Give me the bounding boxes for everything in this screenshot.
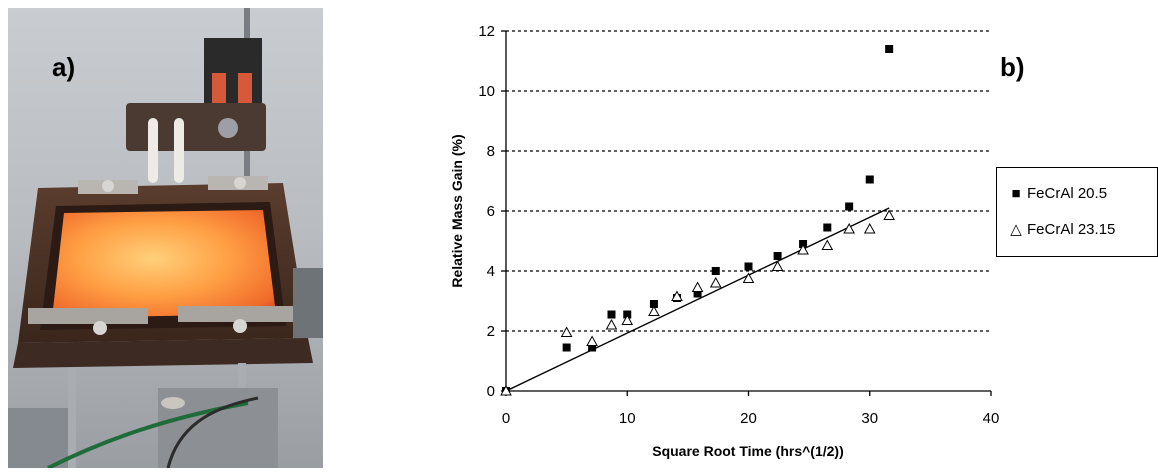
point-series-2-12: [821, 239, 834, 250]
point-series-2-2: [586, 335, 598, 346]
point-series-1-14: [865, 175, 874, 184]
point-series-2-15: [883, 209, 895, 220]
point-series-2-0: [500, 384, 512, 396]
x-tick-label-10: 10: [619, 410, 636, 427]
chart-legend: ■ FeCrAl 20.5 △ FeCrAl 23.15: [996, 167, 1158, 257]
trendline: [505, 207, 890, 392]
y-tick-label-4: 4: [487, 263, 495, 280]
point-series-2-8: [709, 276, 722, 288]
point-series-2-14: [863, 222, 876, 234]
point-series-1-8: [711, 267, 720, 275]
point-series-2-4: [621, 314, 634, 325]
point-series-1-3: [607, 310, 616, 319]
point-series-2-9: [742, 272, 755, 283]
y-axis-title: Relative Mass Gain (%): [449, 134, 465, 287]
x-tick-label-30: 30: [861, 410, 878, 427]
legend-label-series-1: FeCrAl 20.5: [1027, 185, 1108, 202]
point-series-1-7: [693, 289, 702, 298]
legend-item-series-1: ■ FeCrAl 20.5: [1009, 185, 1107, 202]
point-series-2-1: [560, 326, 573, 337]
point-series-2-6: [671, 290, 683, 301]
gridlines: [506, 30, 991, 332]
point-series-1-15: [885, 45, 894, 53]
sample-photo: [8, 8, 323, 468]
y-tick-label-0: 0: [487, 383, 495, 400]
filled-square-marker-icon: ■: [1011, 185, 1021, 202]
point-series-2-10: [771, 260, 784, 271]
y-tick-label-2: 2: [487, 323, 495, 340]
point-series-1-2: [588, 343, 597, 352]
point-series-1-12: [823, 223, 832, 232]
point-series-1-10: [773, 252, 782, 260]
point-series-1-1: [562, 343, 571, 352]
x-axis-title: Square Root Time (hrs^(1/2)): [652, 443, 844, 459]
y-tick-label-12: 12: [478, 23, 495, 40]
legend-label-series-2: FeCrAl 23.15: [1027, 221, 1116, 238]
point-series-1-13: [845, 202, 854, 211]
legend-item-series-2: △ FeCrAl 23.15: [1009, 220, 1115, 238]
x-tick-label-20: 20: [740, 410, 757, 427]
point-series-2-7: [691, 281, 704, 292]
y-tick-label-8: 8: [487, 143, 495, 160]
panel-a-label: a): [52, 52, 76, 82]
y-tick-label-10: 10: [478, 83, 495, 100]
point-series-1-5: [649, 300, 658, 308]
data-points: [500, 45, 895, 396]
panel-b-label: b): [1000, 52, 1025, 82]
axes: [501, 30, 992, 396]
tick-labels: 0 2 4 6 8 10 12 0 10 20 30 40: [478, 23, 999, 427]
trendline-layer: [505, 207, 890, 392]
point-series-2-11: [797, 243, 809, 255]
x-tick-label-0: 0: [502, 410, 510, 427]
point-series-2-5: [648, 305, 660, 316]
x-tick-label-40: 40: [983, 410, 1000, 427]
point-series-2-3: [605, 318, 618, 330]
y-tick-label-6: 6: [487, 203, 495, 220]
point-series-1-9: [744, 262, 753, 271]
open-triangle-marker-icon: △: [1010, 221, 1022, 238]
point-series-2-13: [843, 222, 855, 234]
